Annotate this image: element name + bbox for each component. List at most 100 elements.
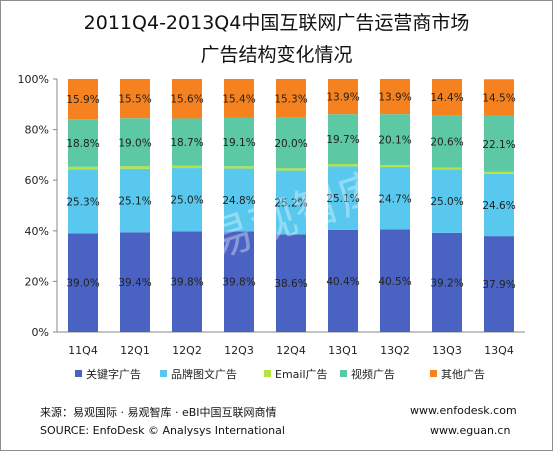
y-tick-label: 0% — [32, 326, 49, 339]
legend-swatch — [430, 370, 437, 377]
data-label: 15.4% — [222, 93, 255, 105]
bar-segment — [120, 118, 150, 167]
bar-segment — [68, 169, 98, 234]
bar-segment — [172, 231, 202, 332]
bar-segment — [224, 168, 254, 232]
bar-segment — [68, 119, 98, 167]
bar-segment — [484, 173, 514, 237]
y-tick-label: 80% — [25, 124, 49, 137]
data-label: 18.8% — [66, 138, 99, 150]
bar-segment — [380, 114, 410, 166]
data-label: 25.2% — [274, 197, 307, 209]
bar-segment — [224, 166, 254, 169]
data-label: 25.3% — [66, 196, 99, 208]
source-cn: 来源：易观国际 · 易观智库 · eBI中国互联网商情 — [40, 406, 277, 419]
bar-segment — [276, 168, 306, 171]
bar-segment — [276, 234, 306, 332]
bar-segment — [380, 167, 410, 230]
x-tick-label: 12Q4 — [276, 344, 306, 357]
data-label: 15.5% — [118, 94, 151, 106]
data-label: 14.4% — [430, 92, 463, 104]
data-label: 40.4% — [326, 276, 359, 288]
bar-segment — [172, 165, 202, 169]
data-label: 13.9% — [326, 92, 359, 104]
data-label: 40.5% — [378, 276, 411, 288]
data-label: 39.8% — [222, 277, 255, 289]
data-label: 25.1% — [326, 193, 359, 205]
data-label: 39.4% — [118, 277, 151, 289]
bar-segment — [172, 118, 202, 166]
chart-subtitle: 广告结构变化情况 — [200, 44, 353, 66]
bar-segment — [484, 115, 514, 172]
x-tick-label: 13Q2 — [380, 344, 410, 357]
chart-title: 2011Q4-2013Q4中国互联网广告运营商市场 — [83, 12, 470, 34]
bar-segment — [484, 79, 514, 116]
data-label: 25.0% — [430, 196, 463, 208]
bar-segment — [68, 166, 98, 170]
bar-segment — [432, 169, 462, 233]
bar-segment — [484, 171, 514, 174]
bar-segment — [328, 166, 358, 230]
y-tick-label: 100% — [18, 73, 49, 86]
legend-label: 关键字广告 — [86, 367, 141, 381]
bar-segment — [276, 79, 306, 118]
x-tick-label: 12Q3 — [224, 344, 254, 357]
legend-swatch — [75, 370, 82, 377]
data-label: 37.9% — [482, 279, 515, 291]
bar-segment — [276, 117, 306, 169]
data-label: 15.3% — [274, 93, 307, 105]
data-label: 13.9% — [378, 92, 411, 104]
data-label: 20.6% — [430, 136, 463, 148]
bar-segment — [328, 114, 358, 165]
bar-segment — [328, 79, 358, 115]
data-label: 20.1% — [378, 135, 411, 147]
bar-segment — [120, 232, 150, 332]
bar-segment — [276, 170, 306, 235]
legend-label: 视频广告 — [351, 367, 395, 381]
data-label: 15.6% — [170, 94, 203, 106]
data-label: 39.2% — [430, 277, 463, 289]
legend-swatch — [264, 370, 271, 377]
x-tick-label: 12Q1 — [120, 344, 150, 357]
data-label: 22.1% — [482, 139, 515, 151]
url-enfodesk[interactable]: www.enfodesk.com — [410, 404, 517, 417]
bar-segment — [120, 168, 150, 233]
legend-label: Email广告 — [275, 368, 328, 381]
y-tick-label: 20% — [25, 275, 49, 288]
source-en: SOURCE: EnfoDesk © Analysys Internationa… — [40, 424, 285, 437]
data-label: 19.0% — [118, 137, 151, 149]
bar-segment — [328, 164, 358, 167]
bar-segment — [224, 231, 254, 332]
bar-segment — [120, 166, 150, 169]
y-tick-label: 60% — [25, 174, 49, 187]
x-tick-label: 13Q4 — [484, 344, 514, 357]
data-label: 15.9% — [66, 94, 99, 106]
data-label: 39.0% — [66, 278, 99, 290]
data-label: 19.1% — [222, 137, 255, 149]
bar-segment — [224, 79, 254, 118]
data-label: 20.0% — [274, 138, 307, 150]
bar-segment — [432, 167, 462, 170]
bar-segment — [432, 79, 462, 116]
legend-swatch — [160, 370, 167, 377]
bar-segment — [172, 79, 202, 119]
bar-segment — [380, 165, 410, 168]
bar-segment — [224, 117, 254, 167]
data-label: 24.8% — [222, 195, 255, 207]
bar-segment — [484, 236, 514, 332]
x-tick-label: 11Q4 — [68, 344, 98, 357]
data-label: 18.7% — [170, 137, 203, 149]
bar-segment — [328, 229, 358, 332]
bar-segment — [380, 229, 410, 332]
data-label: 25.0% — [170, 195, 203, 207]
bar-segment — [68, 233, 98, 332]
url-eguan[interactable]: www.eguan.cn — [430, 424, 511, 437]
legend-label: 品牌图文广告 — [171, 367, 237, 381]
data-label: 39.8% — [170, 277, 203, 289]
data-label: 25.1% — [118, 196, 151, 208]
x-tick-label: 12Q2 — [172, 344, 202, 357]
legend-swatch — [340, 370, 347, 377]
bar-segment — [380, 79, 410, 115]
x-tick-label: 13Q1 — [328, 344, 358, 357]
